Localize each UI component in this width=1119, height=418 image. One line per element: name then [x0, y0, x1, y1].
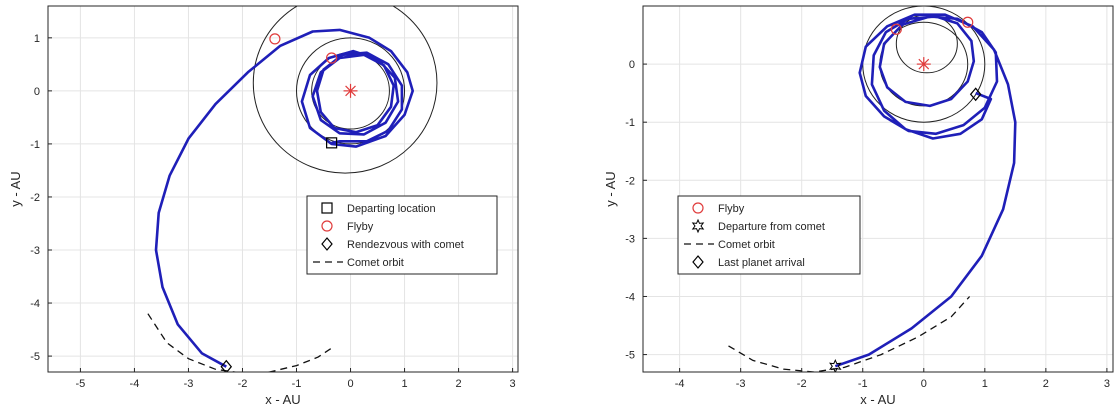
y-tick-label: 0	[34, 86, 40, 98]
circle-marker	[962, 16, 974, 28]
x-tick-label: 2	[1043, 378, 1049, 390]
legend: Flyby Departure from comet Comet orbit Last…	[677, 195, 861, 275]
x-tick-label: 0	[921, 378, 927, 390]
x-tick-label: -3	[184, 378, 194, 390]
y-tick-label: -1	[30, 139, 40, 151]
legend-label: Departure from comet	[718, 221, 825, 233]
comet-orbit-line	[728, 296, 971, 372]
legend-label: Comet orbit	[347, 257, 404, 269]
axes-box	[642, 5, 1114, 373]
x-tick-label: -4	[130, 378, 140, 390]
trajectory-line	[154, 28, 415, 368]
legend-star-marker	[691, 218, 705, 234]
x-tick-label: -1	[858, 378, 868, 390]
y-tick-label: -4	[30, 298, 40, 310]
y-tick-label: -5	[30, 351, 40, 363]
plot-area	[48, 6, 518, 372]
plot-content	[147, 6, 438, 372]
legend-circle-marker	[692, 202, 704, 214]
legend-circle-marker	[321, 220, 333, 232]
legend-diamond-marker	[692, 255, 704, 269]
square-marker	[326, 137, 338, 149]
axes-box	[47, 5, 519, 373]
x-axis-label: x - AU	[860, 392, 895, 407]
y-tick-label: -1	[625, 117, 635, 129]
diamond-marker	[220, 359, 233, 372]
y-tick-label: -2	[30, 192, 40, 204]
legend-label: Departing location	[347, 203, 436, 215]
legend-square-marker	[321, 202, 333, 214]
star-marker	[829, 358, 842, 372]
circle-marker	[326, 52, 338, 64]
legend: Departing location Flyby Rendezvous with c…	[306, 195, 498, 275]
asterisk-marker	[343, 83, 358, 98]
trajectory-line	[834, 13, 1017, 368]
y-tick-label: -3	[625, 233, 635, 245]
y-axis-label: y - AU	[603, 171, 618, 206]
planet-orbit-3	[252, 6, 438, 174]
circle-marker	[269, 33, 281, 45]
x-tick-label: 3	[1104, 378, 1110, 390]
y-tick-label: -2	[625, 175, 635, 187]
x-tick-label: -4	[675, 378, 685, 390]
diamond-marker	[969, 87, 982, 102]
x-tick-label: -3	[736, 378, 746, 390]
x-tick-label: 1	[401, 378, 407, 390]
x-tick-label: -5	[76, 378, 86, 390]
planet-orbit-2	[296, 37, 406, 145]
y-axis-label: y - AU	[8, 171, 23, 206]
legend-label: Flyby	[718, 203, 745, 215]
x-axis-label: x - AU	[265, 392, 300, 407]
y-tick-label: 1	[34, 33, 40, 45]
legend-box	[677, 195, 861, 275]
legend-label: Last planet arrival	[718, 257, 805, 269]
x-tick-label: -2	[238, 378, 248, 390]
legend-label: Comet orbit	[718, 239, 775, 251]
legend-diamond-marker	[321, 237, 333, 251]
chart-panel-2: -4 -3 -2 -1 0 1 2 3 -5 -4 -3 -2 -1 0 x - AU y - AU Flyby…	[603, 5, 1114, 407]
y-tick-label: -4	[625, 291, 635, 303]
plot-area	[643, 6, 1113, 372]
x-tick-label: -1	[292, 378, 302, 390]
y-tick-label: 0	[629, 59, 635, 71]
plot-content	[728, 6, 1017, 372]
circle-marker	[890, 23, 902, 35]
legend-label: Flyby	[347, 221, 374, 233]
x-tick-label: 0	[347, 378, 353, 390]
x-tick-label: -2	[797, 378, 807, 390]
legend-label: Rendezvous with comet	[347, 239, 464, 251]
asterisk-marker	[916, 57, 931, 72]
chart-panel-1: -5 -4 -3 -2 -1 0 1 2 3 -5 -4 -3 -2 -1 0 1 x - AU y - AU De…	[8, 5, 519, 407]
y-tick-label: -3	[30, 245, 40, 257]
x-tick-label: 3	[510, 378, 516, 390]
y-tick-label: -5	[625, 350, 635, 362]
legend-box	[306, 195, 498, 275]
x-tick-label: 2	[456, 378, 462, 390]
x-tick-label: 1	[982, 378, 988, 390]
